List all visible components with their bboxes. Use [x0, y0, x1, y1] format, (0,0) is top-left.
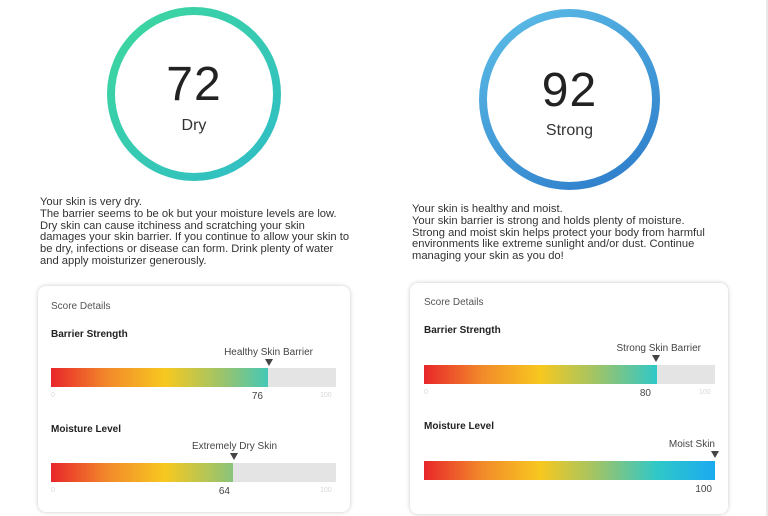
- moisture-marker-label: Extremely Dry Skin: [191, 441, 277, 452]
- panel-divider: [382, 0, 386, 516]
- moisture-marker-label: Moist Skin: [668, 439, 715, 450]
- description-line: and apply moisturizer generously.: [40, 254, 207, 267]
- bar-scale-min: 0: [424, 389, 428, 396]
- barrier-strength-fill: [424, 365, 657, 384]
- barrier-marker: [652, 355, 660, 362]
- barrier-marker-label: Healthy Skin Barrier: [224, 347, 313, 358]
- moisture-marker: [711, 451, 719, 458]
- score-ring-inner: [487, 17, 652, 182]
- barrier-strength-title: Barrier Strength: [424, 325, 501, 336]
- bar-scale-max: 100: [320, 392, 332, 399]
- barrier-strength-fill: [51, 368, 268, 387]
- moisture-level-bar: [51, 463, 336, 482]
- card-title: Score Details: [424, 297, 484, 308]
- score-ring: 72 Dry: [107, 7, 281, 181]
- bar-scale-max: 100: [320, 487, 332, 494]
- description-line: Your skin is very dry.: [40, 196, 142, 208]
- barrier-strength-title: Barrier Strength: [51, 329, 128, 340]
- score-ring: 92 Strong: [479, 9, 660, 190]
- card-title: Score Details: [51, 301, 111, 312]
- description-line: be dry, infections or disease can form. …: [40, 243, 334, 256]
- description-line: Strong and moist skin helps protect your…: [412, 226, 705, 239]
- barrier-strength-bar: [424, 365, 715, 384]
- moisture-level-title: Moisture Level: [51, 424, 122, 435]
- description-line: managing your skin as you do!: [412, 250, 564, 263]
- description-line: Your skin is healthy and moist.: [412, 203, 563, 215]
- barrier-marker-label: Strong Skin Barrier: [616, 343, 701, 354]
- score-details-card: Score Details Barrier Strength Healthy S…: [38, 286, 350, 512]
- skin-score: 92: [541, 64, 598, 117]
- description-line: Dry skin can cause itchiness and scratch…: [40, 219, 305, 232]
- moisture-level-fill: [51, 463, 234, 482]
- bar-scale-max: 100: [699, 389, 711, 396]
- moisture-level-bar: [424, 461, 715, 480]
- skin-status-label: Strong: [545, 122, 594, 139]
- description-line: damages your skin barrier. If you contin…: [40, 231, 350, 244]
- skin-score: 72: [166, 58, 222, 111]
- barrier-marker: [265, 359, 273, 366]
- moisture-level-title: Moisture Level: [424, 421, 495, 432]
- skin-description: Your skin is very dry. The barrier seems…: [40, 196, 350, 268]
- moisture-level-value: 100: [695, 484, 712, 495]
- description-line: Your skin barrier is strong and holds pl…: [412, 214, 685, 227]
- score-details-card: Score Details Barrier Strength Strong Sk…: [410, 283, 728, 514]
- description-line: environments like extreme sunlight and/o…: [412, 238, 695, 251]
- barrier-strength-value: 76: [251, 391, 263, 402]
- moisture-level-fill: [424, 461, 715, 480]
- moisture-marker: [230, 453, 238, 460]
- bar-scale-min: 0: [51, 392, 55, 399]
- barrier-strength-bar: [51, 368, 336, 387]
- score-ring-inner: [115, 15, 273, 173]
- bar-scale-min: 0: [51, 487, 55, 494]
- right-edge: [766, 0, 768, 516]
- skin-status-label: Dry: [181, 117, 207, 134]
- skin-description: Your skin is healthy and moist. Your ski…: [412, 203, 705, 263]
- moisture-level-value: 64: [218, 486, 230, 497]
- description-line: The barrier seems to be ok but your mois…: [40, 207, 337, 220]
- barrier-strength-value: 80: [639, 388, 651, 399]
